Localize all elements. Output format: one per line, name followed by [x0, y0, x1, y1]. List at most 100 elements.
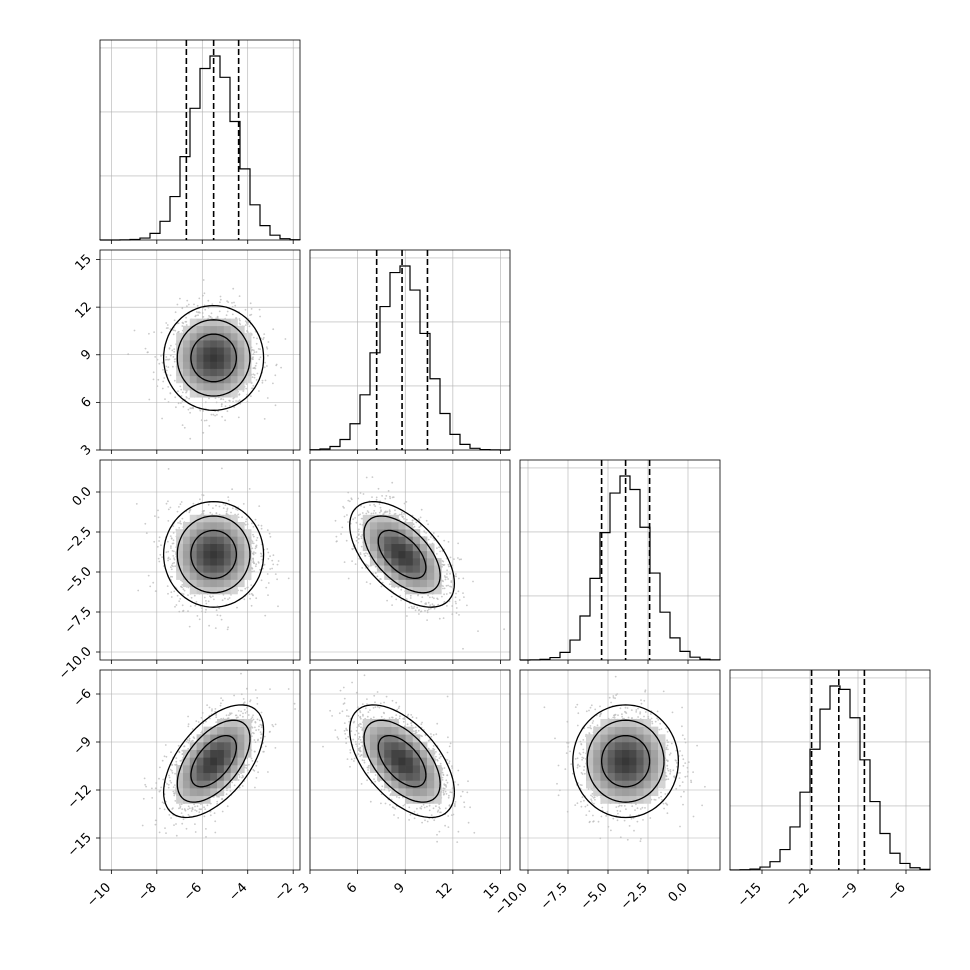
density-cell: [412, 579, 421, 588]
density-cell: [217, 325, 225, 334]
scatter-point: [259, 348, 261, 351]
scatter-point: [442, 560, 445, 563]
scatter-point: [257, 524, 260, 527]
scatter-point: [158, 777, 160, 780]
density-cell: [230, 572, 238, 580]
scatter-point: [165, 755, 168, 758]
scatter-point: [262, 336, 265, 339]
scatter-point: [226, 507, 229, 510]
scatter-point: [237, 516, 240, 519]
scatter-point: [455, 612, 458, 614]
scatter-point: [158, 831, 161, 834]
scatter-point: [373, 509, 376, 512]
scatter-point: [165, 322, 168, 324]
density-cell: [384, 522, 392, 530]
scatter-point: [255, 379, 258, 381]
scatter-point: [177, 402, 180, 405]
scatter-point: [363, 506, 366, 509]
scatter-point: [447, 578, 449, 580]
scatter-point: [195, 600, 198, 603]
density-cell: [189, 332, 197, 341]
scatter-point: [251, 567, 254, 570]
scatter-point: [171, 564, 173, 567]
scatter-point: [261, 379, 264, 382]
scatter-point: [426, 619, 428, 621]
scatter-point: [197, 314, 199, 317]
density-cell: [203, 361, 211, 369]
scatter-point: [371, 496, 373, 498]
scatter-point: [436, 598, 439, 600]
scatter-point: [224, 504, 227, 506]
density-cell: [203, 558, 211, 566]
scatter-point: [436, 547, 438, 549]
scatter-point: [176, 594, 179, 597]
scatter-point: [172, 365, 174, 368]
scatter-point: [389, 497, 392, 500]
density-cell: [223, 579, 231, 588]
scatter-point: [145, 532, 148, 534]
density-cell: [196, 354, 204, 362]
scatter-point: [165, 551, 168, 554]
density-cell: [196, 550, 204, 559]
density-cell: [377, 558, 385, 566]
scatter-point: [182, 588, 185, 591]
scatter-point: [427, 601, 430, 604]
scatter-point: [235, 400, 238, 402]
scatter-point: [227, 626, 230, 629]
scatter-point: [222, 507, 225, 509]
density-cell: [237, 565, 245, 573]
panel-frame: [99, 39, 301, 241]
scatter-point: [437, 535, 440, 538]
scatter-point: [472, 580, 474, 583]
scatter-point: [199, 409, 202, 412]
scatter-point: [189, 407, 192, 410]
scatter-point: [243, 598, 246, 601]
density-cell: [398, 543, 406, 552]
scatter-point: [173, 319, 176, 322]
scatter-point: [238, 399, 241, 402]
scatter-point: [201, 607, 203, 610]
density-cell: [203, 536, 211, 544]
scatter-point: [197, 311, 200, 314]
scatter-point: [178, 600, 181, 603]
density-cell: [377, 522, 385, 530]
scatter-point: [180, 501, 183, 503]
scatter-point: [252, 557, 254, 560]
scatter-point: [457, 542, 459, 545]
scatter-point: [216, 614, 219, 616]
scatter-point: [179, 385, 182, 388]
scatter-point: [233, 406, 236, 409]
scatter-point: [161, 556, 164, 558]
scatter-point: [477, 630, 479, 632]
scatter-point: [449, 592, 452, 594]
density-cell: [369, 536, 378, 544]
scatter-point: [222, 398, 225, 401]
density-cell: [412, 550, 421, 559]
scatter-point: [168, 358, 171, 361]
scatter-point: [158, 540, 161, 542]
scatter-point: [202, 279, 205, 281]
scatter-point: [375, 496, 378, 499]
scatter-point: [165, 502, 168, 505]
scatter-point: [166, 585, 169, 587]
scatter-point: [167, 550, 170, 553]
scatter-point: [227, 598, 229, 601]
density-cell: [203, 347, 211, 355]
scatter-point: [400, 588, 403, 591]
scatter-point: [218, 310, 221, 313]
scatter-point: [258, 308, 261, 311]
density-cell: [427, 565, 435, 573]
density-cell: [196, 579, 204, 588]
scatter-point: [160, 544, 162, 547]
scatter-point: [442, 580, 444, 583]
density-cell: [196, 522, 204, 530]
scatter-point: [198, 618, 201, 621]
scatter-point: [264, 614, 267, 617]
scatter-point: [212, 595, 214, 598]
scatter-point: [239, 589, 242, 592]
scatter-point: [162, 380, 165, 383]
density-cell: [237, 536, 245, 544]
density-cell: [182, 558, 191, 566]
scatter-point: [266, 548, 269, 550]
scatter-point: [167, 508, 170, 511]
